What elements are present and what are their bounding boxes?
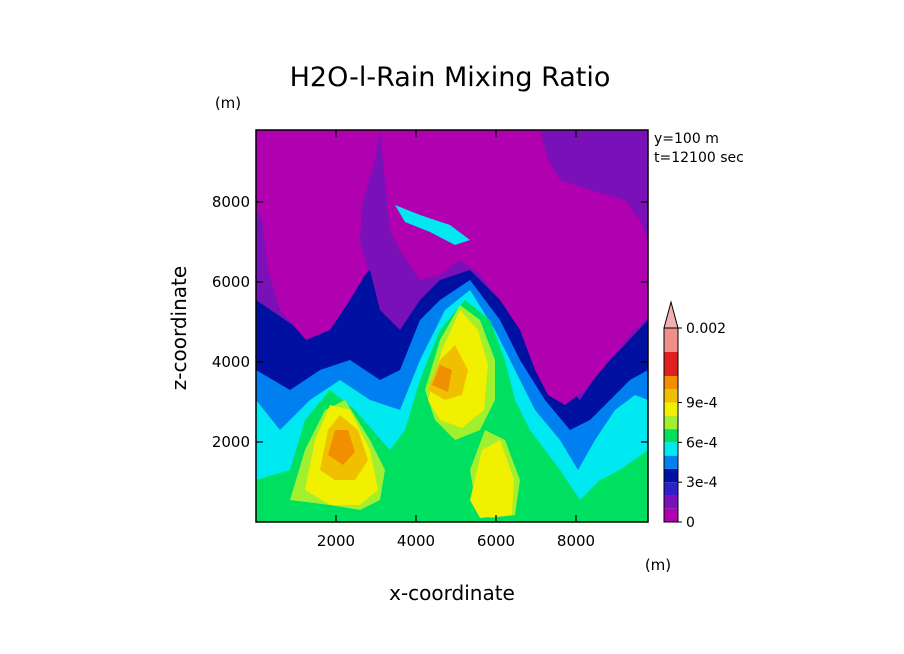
y-tick-label: 4000 <box>212 353 250 371</box>
colorbar-swatch <box>664 328 678 352</box>
y-axis-ticks: 2000 4000 6000 8000 <box>212 193 648 451</box>
colorbar-swatch <box>664 376 678 390</box>
field-layer-streak <box>395 205 470 245</box>
colorbar-tick-label: 6e-4 <box>686 435 718 451</box>
annotation-y: y=100 m <box>654 131 719 147</box>
chart-title: H2O-l-Rain Mixing Ratio <box>290 62 611 93</box>
colorbar-frame <box>663 327 679 523</box>
colorbar-swatch <box>664 402 678 416</box>
colorbar-swatch <box>664 468 678 483</box>
y-axis-label: z-coordinate <box>167 266 191 390</box>
y-tick-label: 6000 <box>212 273 250 291</box>
annotation-t: t=12100 sec <box>654 150 744 166</box>
y-tick-label: 8000 <box>212 193 250 211</box>
colorbar-swatch <box>664 495 678 509</box>
x-tick-label: 8000 <box>557 532 595 550</box>
colorbar-swatch <box>664 482 678 496</box>
x-tick-label: 4000 <box>397 532 435 550</box>
colorbar-tick-label: 0.002 <box>686 321 726 337</box>
x-axis-ticks: 2000 4000 6000 8000 <box>317 130 595 550</box>
y-unit-label: (m) <box>215 94 241 112</box>
colorbar-swatch <box>664 455 678 469</box>
plot-frame <box>255 129 649 523</box>
colorbar-swatch <box>664 508 678 522</box>
colorbar-tick-label: 0 <box>686 515 695 531</box>
x-unit-label: (m) <box>645 556 671 574</box>
colorbar: 0 3e-4 6e-4 9e-4 0.002 <box>663 300 726 531</box>
colorbar-swatch <box>664 429 678 443</box>
field-layer-zero <box>256 130 648 405</box>
x-tick-label: 6000 <box>477 532 515 550</box>
colorbar-swatch <box>664 352 678 376</box>
colorbar-swatch <box>664 442 678 456</box>
colorbar-tick-label: 9e-4 <box>686 396 718 412</box>
colorbar-swatch <box>664 415 678 430</box>
x-axis-label: x-coordinate <box>389 581 515 605</box>
plot-area <box>256 130 648 522</box>
y-tick-label: 2000 <box>212 433 250 451</box>
colorbar-tick-label: 3e-4 <box>686 475 718 491</box>
x-tick-label: 2000 <box>317 532 355 550</box>
field-layer-orange <box>328 365 452 465</box>
colorbar-swatch <box>664 389 678 403</box>
field-layer-gold <box>320 345 468 480</box>
colorbar-extend-arrow <box>663 300 679 329</box>
